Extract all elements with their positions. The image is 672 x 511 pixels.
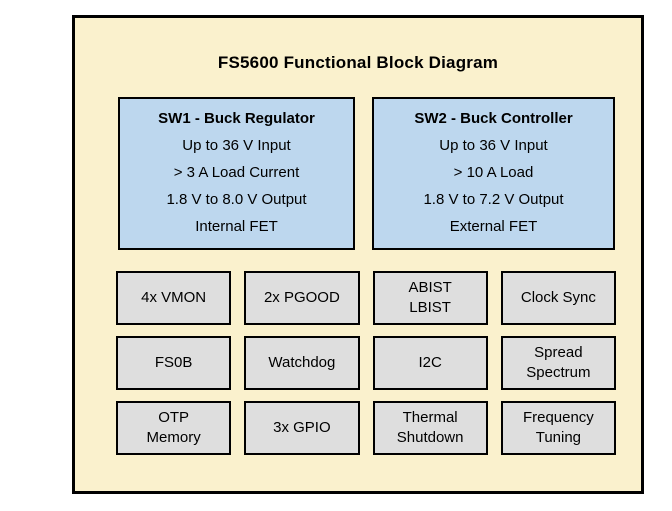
block-fs0b: FS0B [116, 336, 232, 390]
sw1-spec-load: > 3 A Load Current [173, 164, 300, 181]
sw2-block-title: SW2 - Buck Controller [414, 110, 573, 127]
block-frequency-tuning: Frequency Tuning [500, 401, 616, 455]
regulator-blocks-row: SW1 - Buck Regulator Up to 36 V Input > … [118, 97, 615, 250]
functional-block-diagram-frame: FS5600 Functional Block Diagram SW1 - Bu… [72, 15, 644, 494]
diagram-title: FS5600 Functional Block Diagram [217, 53, 499, 72]
sw2-spec-load: > 10 A Load [453, 164, 534, 181]
sw1-spec-output: 1.8 V to 8.0 V Output [166, 191, 307, 208]
block-2x-pgood: 2x PGOOD [244, 271, 360, 325]
sw2-buck-controller-block: SW2 - Buck Controller Up to 36 V Input >… [372, 97, 615, 250]
sw2-spec-output: 1.8 V to 7.2 V Output [423, 191, 564, 208]
block-4x-vmon: 4x VMON [116, 271, 232, 325]
block-i2c: I2C [372, 336, 488, 390]
block-otp-memory: OTP Memory [116, 401, 232, 455]
feature-blocks-grid: 4x VMON 2x PGOOD ABIST LBIST Clock Sync … [116, 271, 616, 455]
sw2-spec-input: Up to 36 V Input [439, 137, 548, 154]
block-spread-spectrum: Spread Spectrum [500, 336, 616, 390]
block-3x-gpio: 3x GPIO [244, 401, 360, 455]
sw1-buck-regulator-block: SW1 - Buck Regulator Up to 36 V Input > … [118, 97, 355, 250]
sw1-spec-input: Up to 36 V Input [182, 137, 291, 154]
block-thermal-shutdown: Thermal Shutdown [372, 401, 488, 455]
block-watchdog: Watchdog [244, 336, 360, 390]
sw2-spec-fet: External FET [449, 218, 538, 235]
block-clock-sync: Clock Sync [500, 271, 616, 325]
sw1-spec-fet: Internal FET [195, 218, 278, 235]
block-abist-lbist: ABIST LBIST [372, 271, 488, 325]
sw1-block-title: SW1 - Buck Regulator [158, 110, 315, 127]
